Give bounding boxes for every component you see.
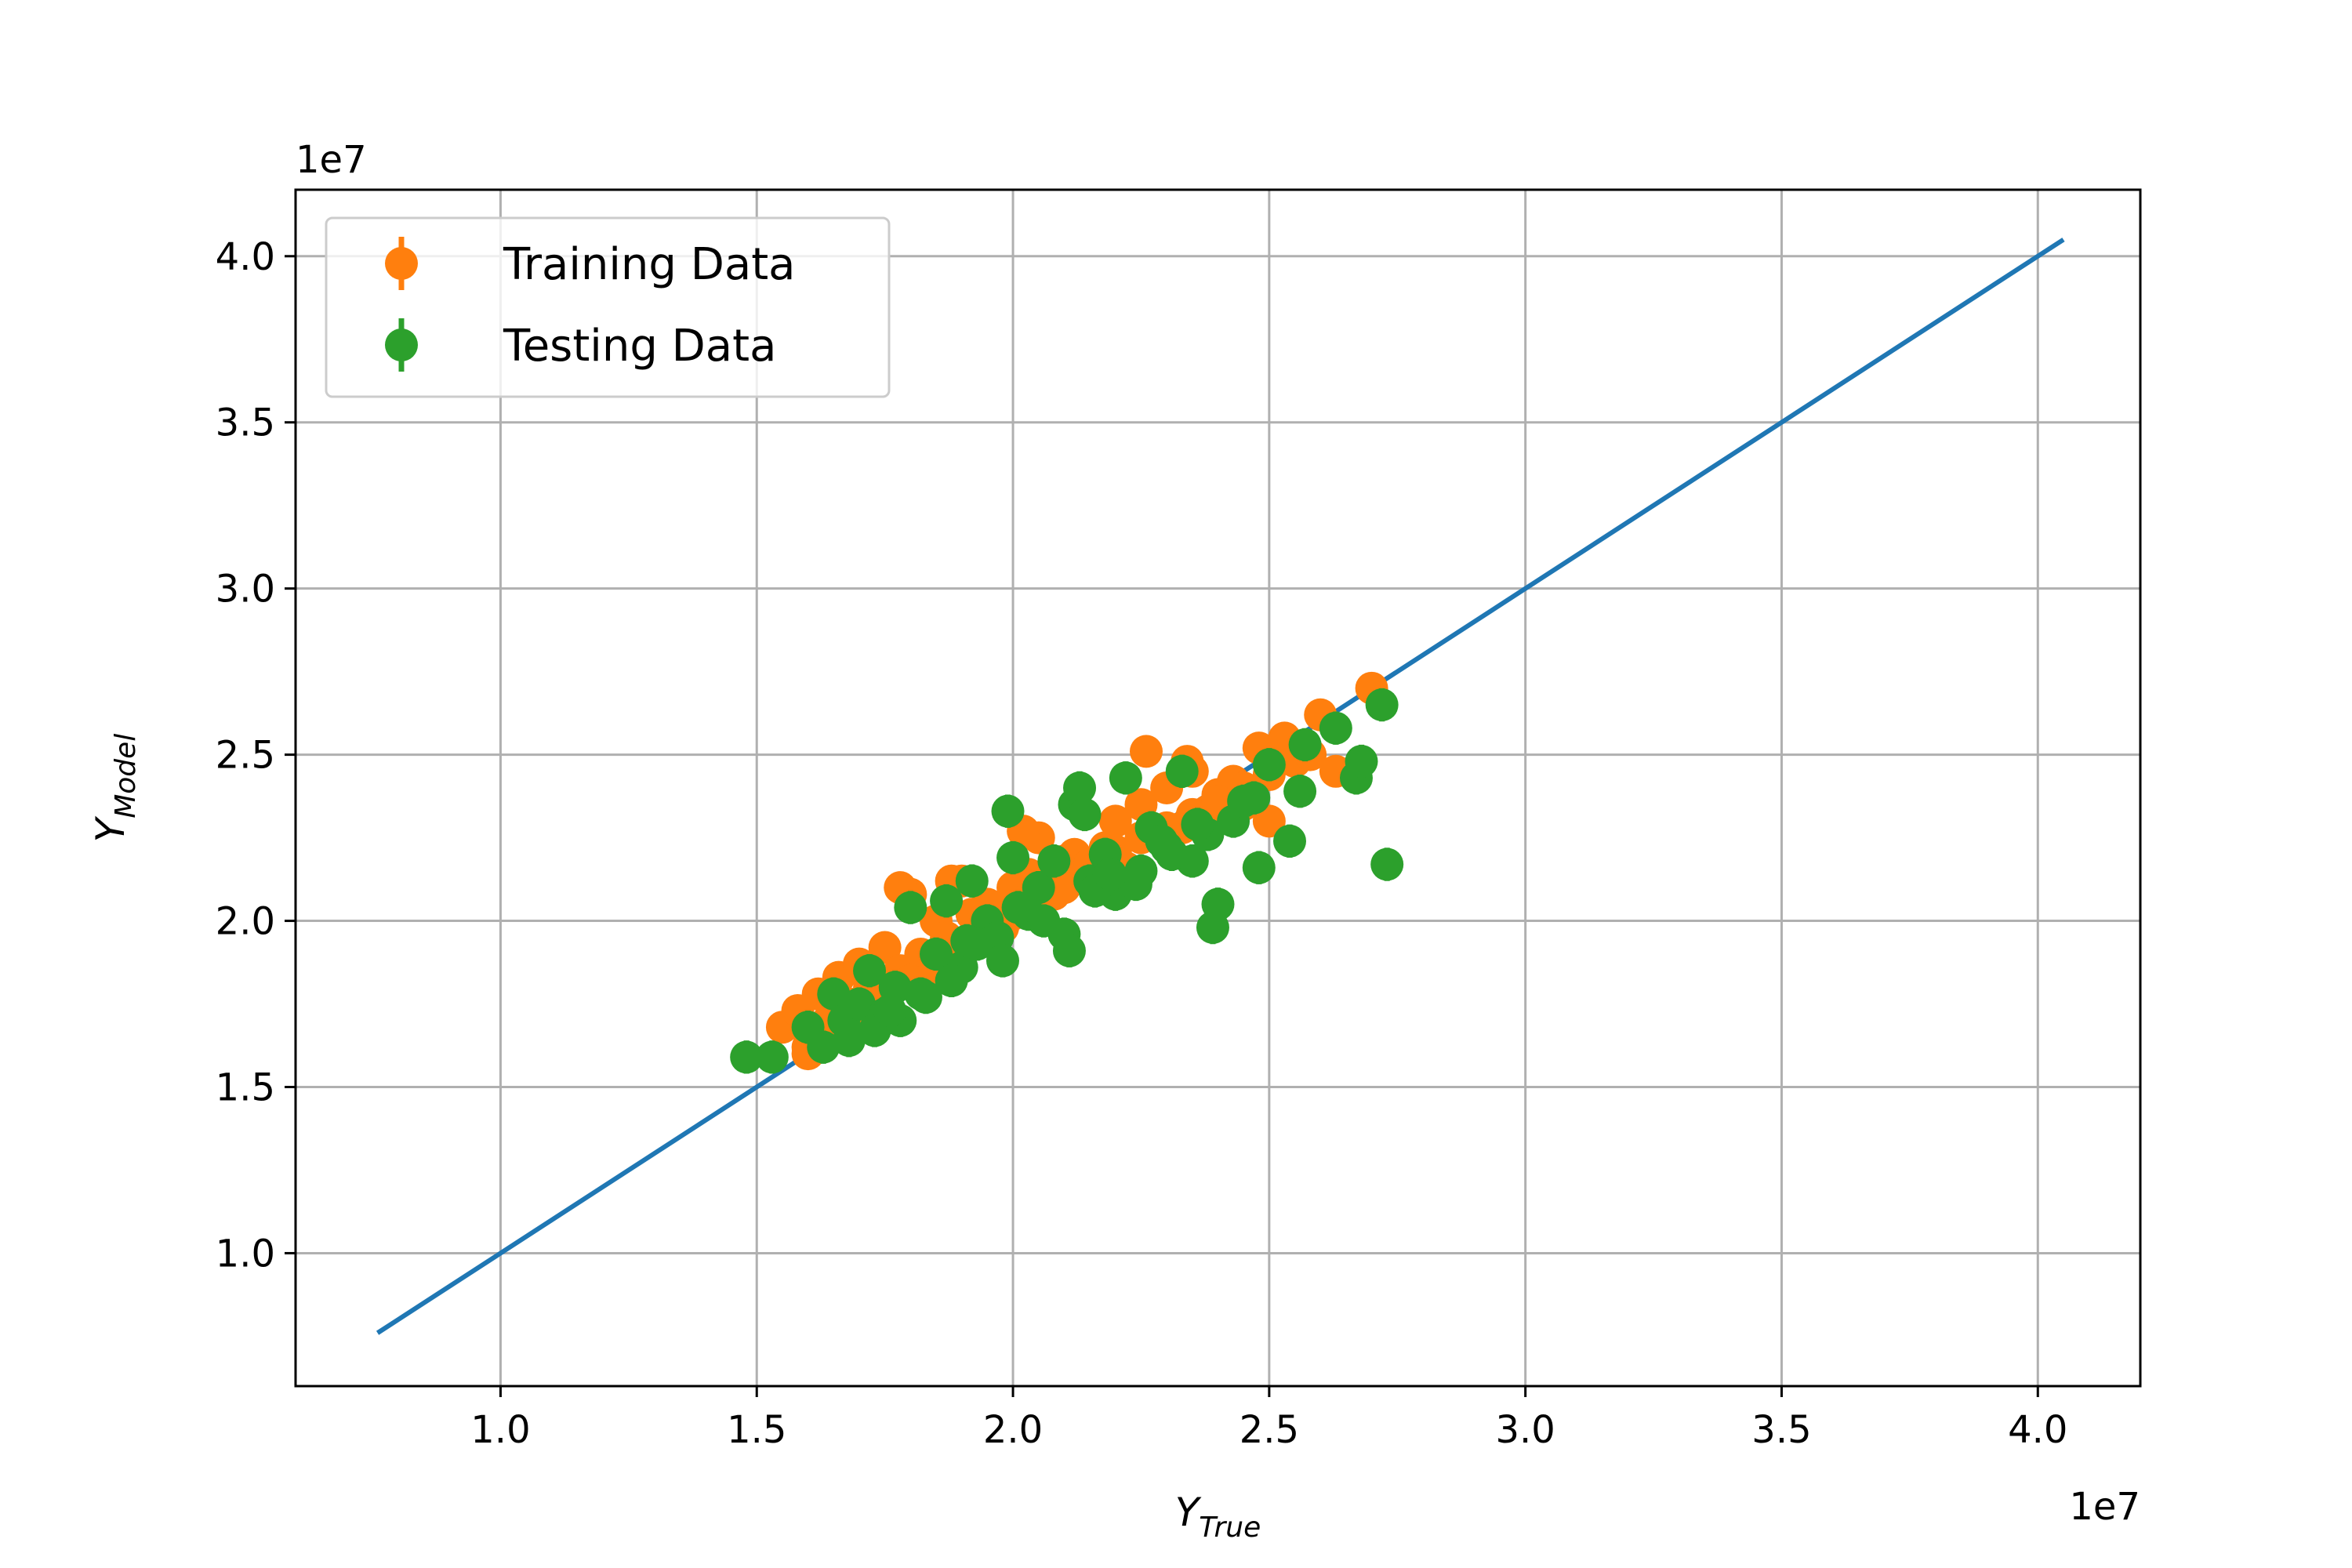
data-point xyxy=(1319,711,1352,745)
data-point xyxy=(817,977,851,1011)
data-point xyxy=(1273,824,1307,858)
data-point xyxy=(873,994,907,1028)
data-point xyxy=(1165,754,1199,788)
data-point xyxy=(920,937,953,971)
data-point xyxy=(1052,934,1086,967)
x-axis-label: YTrue xyxy=(1175,1490,1261,1544)
y-tick-label: 2.0 xyxy=(216,900,275,944)
x-tick-label: 2.5 xyxy=(1240,1408,1299,1452)
legend-marker xyxy=(385,328,418,361)
data-point xyxy=(755,1040,789,1074)
data-point xyxy=(1001,891,1035,924)
data-point xyxy=(1063,771,1097,804)
y-axis-label: YModel xyxy=(88,734,142,843)
data-point xyxy=(1288,728,1322,761)
data-point xyxy=(1370,848,1404,881)
data-point xyxy=(1022,871,1055,905)
data-point xyxy=(955,864,989,898)
data-point xyxy=(894,891,927,924)
data-point xyxy=(1345,745,1378,779)
data-point xyxy=(935,964,968,997)
data-point xyxy=(1283,775,1317,808)
data-point xyxy=(1237,781,1271,815)
data-point xyxy=(1037,844,1071,878)
data-point xyxy=(1119,867,1152,901)
x-tick-label: 3.0 xyxy=(1495,1408,1555,1452)
data-point xyxy=(832,1024,866,1058)
data-point xyxy=(1252,804,1286,838)
data-point xyxy=(985,944,1019,978)
y-tick-label: 4.0 xyxy=(216,235,275,279)
x-offset-text: 1e7 xyxy=(2069,1485,2140,1529)
data-point xyxy=(1145,824,1178,858)
y-offset-text: 1e7 xyxy=(296,138,367,182)
x-tick-label: 4.0 xyxy=(2008,1408,2067,1452)
series-1 xyxy=(730,688,1404,1074)
axis-ticks: 1.0 1.5 2.0 2.5 3.0 3.5 4.0 1.0 1.5 2.0 2.5 3.0 3.5 4… xyxy=(216,235,2068,1452)
data-point xyxy=(1047,871,1081,905)
data-point xyxy=(991,794,1025,828)
data-point xyxy=(1068,797,1102,831)
data-series xyxy=(730,671,1404,1074)
x-tick-label: 1.5 xyxy=(727,1408,786,1452)
data-point xyxy=(1365,688,1399,722)
x-tick-label: 2.0 xyxy=(983,1408,1043,1452)
data-point xyxy=(1027,904,1061,938)
y-axis-label-sub: Model xyxy=(110,734,142,818)
y-tick-label: 3.5 xyxy=(216,401,275,445)
x-tick-label: 1.0 xyxy=(470,1408,530,1452)
data-point xyxy=(1252,748,1286,782)
legend-marker xyxy=(385,247,418,280)
data-point xyxy=(807,1030,840,1064)
data-point xyxy=(730,1040,764,1074)
y-tick-label: 3.0 xyxy=(216,568,275,612)
data-point xyxy=(950,924,984,957)
x-axis-label-sub: True xyxy=(1199,1512,1261,1544)
data-point xyxy=(1181,808,1214,841)
legend: Training Data Testing Data xyxy=(325,216,891,398)
data-point xyxy=(1098,804,1132,838)
x-tick-label: 3.5 xyxy=(1751,1408,1811,1452)
x-axis-label-main: Y xyxy=(1175,1490,1202,1535)
legend-label: Training Data xyxy=(503,239,795,290)
data-point xyxy=(930,884,964,918)
data-point xyxy=(1094,858,1127,891)
data-point xyxy=(996,841,1030,875)
y-tick-label: 2.5 xyxy=(216,734,275,778)
data-point xyxy=(1129,735,1163,768)
data-point xyxy=(909,981,942,1014)
data-point xyxy=(868,931,902,964)
legend-label: Testing Data xyxy=(503,321,776,372)
plot-frame xyxy=(294,188,2142,1388)
data-point xyxy=(853,954,887,988)
y-axis-label-main: Y xyxy=(88,815,133,842)
y-tick-label: 1.5 xyxy=(216,1066,275,1110)
data-point xyxy=(842,987,876,1021)
data-point xyxy=(1242,851,1276,884)
legend-box xyxy=(325,216,891,398)
data-point xyxy=(1109,761,1142,795)
data-point xyxy=(1201,887,1235,921)
y-tick-label: 1.0 xyxy=(216,1232,275,1276)
